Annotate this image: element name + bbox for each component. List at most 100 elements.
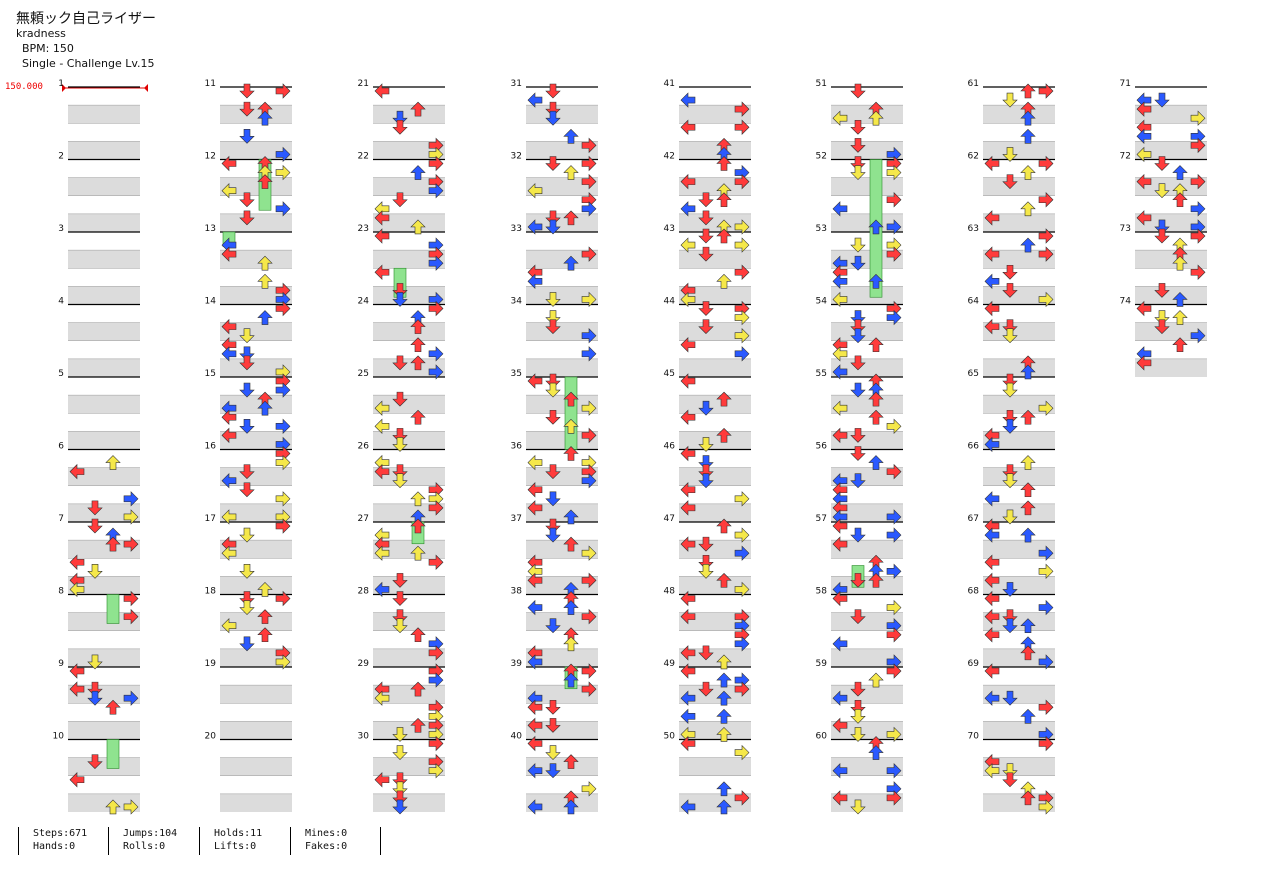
left-arrow-icon xyxy=(221,182,237,199)
down-arrow-icon xyxy=(850,237,866,253)
down-arrow-icon xyxy=(545,464,561,480)
up-arrow-icon xyxy=(1172,310,1188,325)
beat-band xyxy=(679,395,751,414)
measure-number: 40 xyxy=(511,732,523,742)
right-arrow-icon xyxy=(275,300,291,317)
down-arrow-icon xyxy=(698,228,714,244)
measure-number: 72 xyxy=(1120,152,1131,162)
up-arrow-icon xyxy=(410,165,426,180)
left-arrow-icon xyxy=(374,228,390,244)
left-arrow-icon xyxy=(69,681,85,697)
down-arrow-icon xyxy=(545,618,561,634)
down-arrow-icon xyxy=(392,745,408,760)
down-arrow-icon xyxy=(392,464,408,480)
stat-mines: Mines:0 xyxy=(305,828,348,839)
bpm-change-marker xyxy=(62,84,148,92)
beat-band xyxy=(373,757,445,776)
left-arrow-icon xyxy=(832,291,848,308)
down-arrow-icon xyxy=(1154,219,1170,235)
right-arrow-icon xyxy=(886,219,902,235)
left-arrow-icon xyxy=(832,717,848,734)
difficulty-label: Single - Challenge Lv.15 xyxy=(22,57,155,70)
right-arrow-icon xyxy=(886,246,902,262)
up-arrow-icon xyxy=(1020,708,1036,724)
down-arrow-icon xyxy=(1002,473,1018,489)
down-arrow-icon xyxy=(1002,409,1018,425)
up-arrow-icon xyxy=(1020,409,1036,425)
down-arrow-icon xyxy=(239,419,255,434)
left-arrow-icon xyxy=(1136,173,1152,190)
left-arrow-icon xyxy=(527,454,543,471)
measure-number: 11 xyxy=(205,79,216,89)
stats-end-divider xyxy=(380,827,381,855)
beat-band xyxy=(679,250,751,269)
measure-number: 6 xyxy=(58,442,64,452)
right-arrow-icon xyxy=(1190,137,1206,154)
left-arrow-icon xyxy=(680,645,696,661)
artist-name: kradness xyxy=(16,27,66,40)
down-arrow-icon xyxy=(1154,283,1170,298)
beat-band xyxy=(831,540,903,559)
down-arrow-icon xyxy=(1002,92,1018,108)
right-arrow-icon xyxy=(734,491,750,507)
measure-number: 71 xyxy=(1120,79,1131,89)
beat-band xyxy=(220,141,292,160)
beat-band xyxy=(68,793,140,812)
right-arrow-icon xyxy=(734,327,750,344)
right-arrow-icon xyxy=(275,164,291,181)
down-arrow-icon xyxy=(545,101,561,117)
right-arrow-icon xyxy=(428,762,444,779)
right-arrow-icon xyxy=(581,608,597,625)
left-arrow-icon xyxy=(680,590,696,607)
beat-band xyxy=(831,576,903,595)
right-arrow-icon xyxy=(734,346,750,362)
down-arrow-icon xyxy=(392,772,408,788)
up-arrow-icon xyxy=(1020,645,1036,661)
down-arrow-icon xyxy=(545,763,561,779)
right-arrow-icon xyxy=(1038,83,1054,99)
right-arrow-icon xyxy=(1038,599,1054,616)
beat-band xyxy=(679,648,751,667)
down-arrow-icon xyxy=(87,681,103,697)
beat-band xyxy=(220,467,292,486)
beat-band xyxy=(68,612,140,631)
left-arrow-icon xyxy=(1136,355,1152,371)
beat-band xyxy=(526,286,598,305)
beat-band xyxy=(983,105,1055,124)
left-arrow-icon xyxy=(680,735,696,752)
measure-number: 58 xyxy=(816,587,828,597)
down-arrow-icon xyxy=(239,192,255,208)
beat-band xyxy=(220,431,292,450)
beat-band xyxy=(679,576,751,595)
up-arrow-icon xyxy=(1020,364,1036,380)
left-arrow-icon xyxy=(984,436,1000,453)
right-arrow-icon xyxy=(886,418,902,435)
beat-band xyxy=(831,213,903,232)
right-arrow-icon xyxy=(428,672,444,688)
down-arrow-icon xyxy=(850,83,866,99)
up-arrow-icon xyxy=(1172,255,1188,271)
up-arrow-icon xyxy=(563,255,579,271)
measure-number: 12 xyxy=(205,152,216,162)
beat-band xyxy=(68,757,140,776)
down-arrow-icon xyxy=(850,709,866,724)
right-arrow-icon xyxy=(581,663,597,679)
left-arrow-icon xyxy=(1136,128,1152,145)
up-arrow-icon xyxy=(1020,165,1036,180)
down-arrow-icon xyxy=(698,210,714,226)
down-arrow-icon xyxy=(545,699,561,715)
measure-number: 36 xyxy=(511,442,523,452)
up-arrow-icon xyxy=(410,101,426,117)
beat-band xyxy=(831,793,903,812)
left-arrow-icon xyxy=(680,173,696,190)
measure-number: 53 xyxy=(816,224,827,234)
left-arrow-icon xyxy=(680,92,696,108)
down-arrow-icon xyxy=(698,246,714,262)
measure-number: 7 xyxy=(58,514,64,524)
down-arrow-icon xyxy=(239,346,255,362)
right-arrow-icon xyxy=(886,599,902,616)
beat-band xyxy=(220,757,292,776)
down-arrow-icon xyxy=(545,310,561,325)
down-arrow-icon xyxy=(239,210,255,226)
up-arrow-icon xyxy=(716,518,732,534)
